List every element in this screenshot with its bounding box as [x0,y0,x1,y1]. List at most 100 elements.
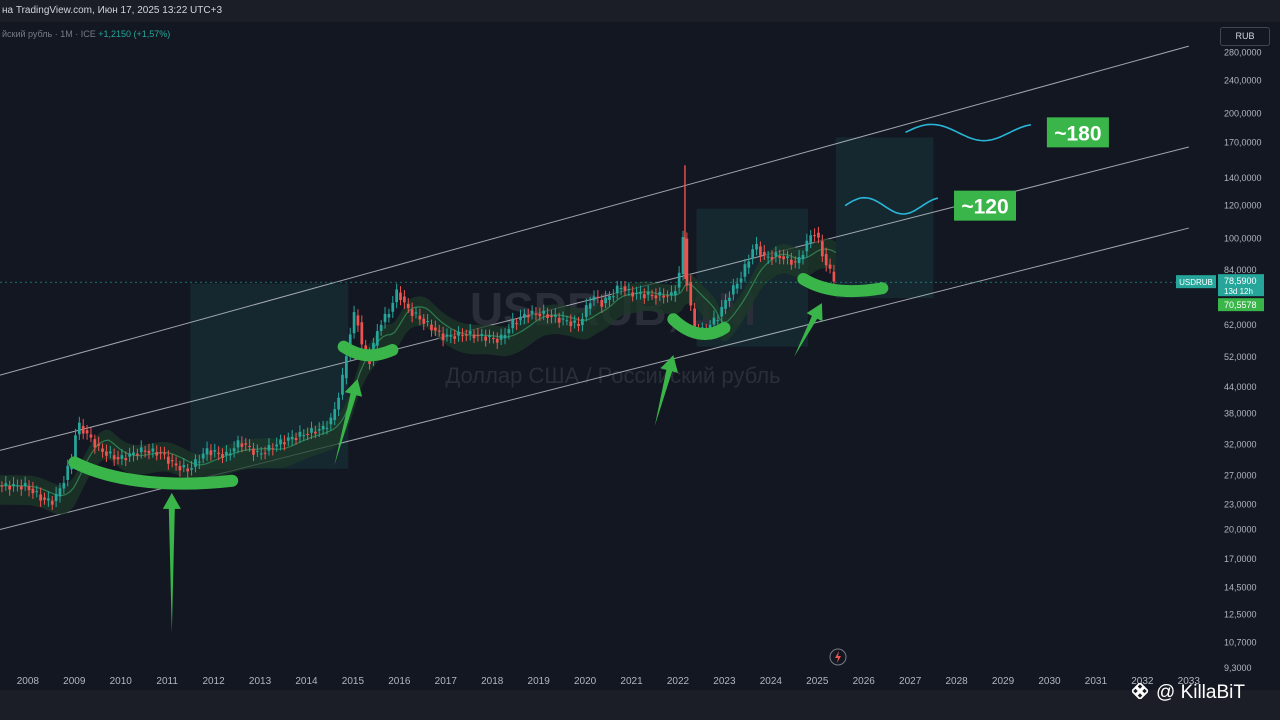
candle-body [499,334,503,340]
candle-body [58,488,62,497]
candle-body [519,316,522,321]
y-tick-label: 32,0000 [1224,440,1257,450]
candle-body [47,498,50,501]
candle-body [147,450,151,454]
candle-body [232,448,236,452]
candle-body [755,243,758,250]
x-tick-label: 2010 [110,676,133,687]
candle-body [437,330,441,332]
candle-body [457,331,460,336]
candle-body [472,334,476,339]
candle-body [221,454,224,459]
candle-body [762,252,766,256]
candle-body [522,313,526,318]
candle-body [155,452,159,456]
candle-body [759,246,762,256]
price-chart[interactable]: USDRUB, 1MДоллар США / Российский рубль~… [0,0,1280,690]
candle-body [337,397,340,410]
candle-body [604,297,607,304]
x-tick-label: 2030 [1038,676,1061,687]
candle-body [430,324,433,331]
candle-body [770,257,774,260]
y-tick-label: 17,0000 [1224,554,1257,564]
candle-body [186,468,190,472]
y-tick-label: 20,0000 [1224,525,1257,535]
candle-body [588,303,592,309]
candle-body [225,451,228,456]
x-tick-label: 2018 [481,676,504,687]
candle-body [166,456,170,464]
candle-body [480,334,484,336]
candle-body [747,261,751,268]
candle-body [35,491,39,493]
y-tick-label: 44,0000 [1224,382,1257,392]
candle-body [611,296,615,298]
y-tick-label: 62,0000 [1224,320,1257,330]
candle-body [646,292,650,295]
candle-body [526,315,530,318]
candle-body [228,453,232,456]
support-arc-4 [797,272,889,298]
candle-body [39,494,42,501]
support-arc-1 [68,456,239,490]
candle-body [406,303,410,309]
candle-body [170,460,174,462]
candle-body [136,453,139,456]
candle-body [178,466,182,471]
candle-body [793,261,797,263]
candle-body [12,483,15,486]
candle-body [325,427,329,429]
candle-body [43,497,46,500]
candle-body [596,296,600,298]
candle-body [573,320,577,323]
candle-body [492,337,495,339]
candle-body [484,336,488,341]
candle-body [809,235,813,244]
y-tick-label: 100,0000 [1224,234,1262,244]
candle-body [105,451,108,456]
candle-body [286,437,290,441]
candle-body [410,309,414,317]
candle-body [476,335,480,337]
candle-body [464,334,468,336]
candle-body [534,313,538,315]
top-bar: на TradingView.com, Июн 17, 2025 13:22 U… [0,0,1280,22]
candle-body [279,439,282,445]
candle-body [689,281,693,306]
candle-body [538,313,542,317]
candle-body [306,433,309,435]
candle-body [422,318,426,324]
x-tick-label: 2019 [528,676,551,687]
candle-body [418,315,422,320]
candle-body [735,283,739,289]
x-tick-label: 2029 [992,676,1015,687]
candle-body [263,452,267,454]
candle-body [85,430,89,434]
target-label-box-1 [954,190,1017,221]
candle-body [4,483,8,486]
x-tick-label: 2033 [1178,676,1201,687]
candle-body [414,312,418,314]
candle-body [356,315,360,326]
candle-body [503,335,507,339]
x-tick-label: 2032 [1131,676,1154,687]
candle-body [259,453,263,455]
candle-body [143,450,147,452]
candle-body [403,296,406,303]
candle-body [778,255,782,259]
currency-badge[interactable]: RUB [1220,27,1270,46]
bottom-bar [0,690,1280,720]
candle-body [93,439,97,448]
target-label-box-2 [1046,117,1109,148]
candle-body [685,238,689,286]
candle-body [461,335,464,337]
symbol-info: йский рубль · 1M · ICE [2,29,96,39]
y-tick-label: 200,0000 [1224,108,1262,118]
candle-body [569,321,573,327]
x-tick-label: 2022 [667,676,690,687]
candle-body [194,459,197,467]
candle-body [824,254,828,266]
candle-body [248,446,251,448]
candle-body [561,318,565,320]
y-tick-label: 27,0000 [1224,470,1257,480]
